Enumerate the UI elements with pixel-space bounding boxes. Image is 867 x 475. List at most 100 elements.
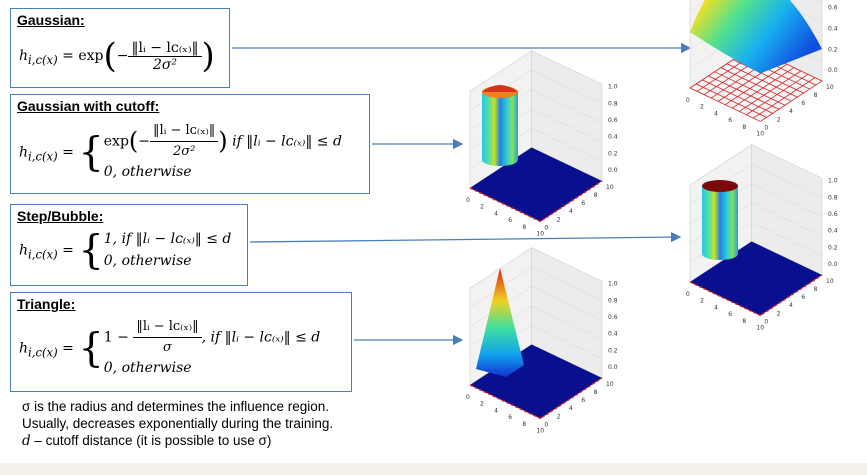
note-sigma: σ is the radius and determines the influ… — [22, 399, 330, 414]
gaussian-ytick-0: 0 — [764, 124, 768, 131]
gaussian-floor-grid-u6 — [732, 67, 795, 109]
triangle-panel: Triangle: hi,c(x) = { 1 − ‖lᵢ − lᴄ₍ₓ₎‖ σ,… — [10, 292, 352, 392]
gaussian-xtick-2: 4 — [714, 110, 718, 117]
gaussian-cutoff-title: Gaussian with cutoff: — [17, 98, 160, 114]
bottom-bar — [0, 463, 867, 475]
triangle-ztick-2: 0.4 — [608, 331, 618, 338]
bubble-ytick-5: 10 — [826, 278, 834, 285]
gaussian-floor-grid-v5 — [720, 67, 792, 102]
gaussian-cutoff-cylinder-base — [482, 154, 518, 166]
bubble-xtick-0: 0 — [686, 291, 690, 298]
triangle-grid-r1 — [531, 324, 603, 359]
bubble-cylinder-side — [702, 186, 738, 254]
gaussian-cutoff-ztick-2: 0.4 — [608, 134, 618, 141]
gaussian-cutoff-xtick-1: 2 — [480, 204, 484, 211]
gaussian-cutoff-ztick-3: 0.6 — [608, 117, 618, 124]
gaussian-xtick-5: 10 — [756, 130, 764, 137]
note-decrease: Usually, decreases exponentially during … — [22, 416, 334, 431]
gaussian-xtick-1: 2 — [700, 104, 704, 111]
gaussian-cutoff-grid-r2 — [531, 108, 603, 143]
triangle-grid-r4 — [531, 266, 603, 301]
triangle-ytick-2: 4 — [569, 405, 573, 412]
gaussian-cutoff-ztick-4: 0.8 — [608, 100, 618, 107]
bubble-floor-edge — [689, 274, 823, 317]
arrow-2 — [249, 231, 682, 243]
triangle-ytick-5: 10 — [606, 381, 614, 388]
bubble-grid-r1 — [751, 221, 823, 256]
bubble-ztick-1: 0.2 — [828, 244, 838, 251]
gaussian-xtick-0: 0 — [686, 97, 690, 104]
triangle-grid-r3 — [531, 286, 603, 321]
gaussian-floor-grid-u9 — [753, 77, 816, 119]
gaussian-cutoff-panel: Gaussian with cutoff: hi,c(x) = { exp(− ‖… — [10, 94, 370, 194]
bubble-xtick-2: 4 — [714, 304, 718, 311]
triangle-ztick-4: 0.8 — [608, 297, 618, 304]
triangle-xtick-2: 4 — [494, 407, 498, 414]
gaussian-title: Gaussian: — [17, 12, 85, 28]
bubble-xtick-5: 10 — [756, 324, 764, 331]
gaussian-ztick-0: 0.0 — [828, 67, 838, 74]
triangle-ytick-4: 8 — [594, 389, 598, 396]
gaussian-cutoff-ztick-1: 0.2 — [608, 150, 618, 157]
gaussian-floor-grid-v6 — [726, 63, 798, 98]
gaussian-cutoff-floor-edge — [469, 180, 603, 223]
gaussian-floor-grid-u7 — [739, 70, 802, 112]
triangle-xtick-5: 10 — [536, 427, 544, 434]
gaussian-cutoff-ytick-2: 4 — [569, 208, 573, 215]
triangle-xtick-0: 0 — [466, 394, 470, 401]
bubble-ytick-0: 0 — [764, 318, 768, 325]
gaussian-ytick-2: 4 — [789, 108, 793, 115]
gaussian-cutoff-formula: hi,c(x) = { exp(− ‖lᵢ − lᴄ₍ₓ₎‖ 2σ²) if ‖lᵢ… — [19, 123, 342, 181]
gaussian-ztick-2: 0.4 — [828, 25, 838, 32]
gaussian-cutoff-cylinder-side — [482, 92, 518, 160]
triangle-ztick-3: 0.6 — [608, 314, 618, 321]
gaussian-cutoff-grid-r3 — [531, 89, 603, 124]
triangle-ztick-0: 0.0 — [608, 364, 618, 371]
gaussian-grid-l4 — [689, 0, 707, 11]
bubble-ztick-5: 1.0 — [828, 178, 838, 185]
gaussian-panel: Gaussian: hi,c(x) = exp(− ‖lᵢ − lᴄ₍ₓ₎‖ 2σ²… — [10, 8, 230, 88]
gaussian-cutoff-ytick-4: 8 — [594, 192, 598, 199]
bubble-ztick-0: 0.0 — [828, 261, 838, 268]
gaussian-floor-grid-u8 — [746, 73, 809, 116]
bubble-title: Step/Bubble: — [17, 208, 104, 224]
gaussian-cutoff-grid-r4 — [531, 69, 603, 104]
triangle-ytick-3: 6 — [581, 397, 585, 404]
gaussian-ytick-1: 2 — [777, 116, 781, 123]
gaussian-xtick-4: 8 — [742, 124, 746, 131]
gaussian-formula: hi,c(x) = exp(− ‖lᵢ − lᴄ₍ₓ₎‖ 2σ²) — [19, 36, 215, 76]
bubble-grid-r2 — [751, 202, 823, 237]
gaussian-cutoff-xtick-0: 0 — [466, 197, 470, 204]
bubble-ytick-3: 6 — [801, 294, 805, 301]
triangle-ztick-1: 0.2 — [608, 347, 618, 354]
gaussian-cutoff-grid-r1 — [531, 127, 603, 162]
gaussian-cutoff-xtick-3: 6 — [508, 217, 512, 224]
triangle-xtick-4: 8 — [522, 421, 526, 428]
bubble-ytick-2: 4 — [789, 302, 793, 309]
triangle-xtick-1: 2 — [480, 401, 484, 408]
gaussian-surface — [690, 0, 822, 74]
bubble-ztick-4: 0.8 — [828, 194, 838, 201]
triangle-grid-r2 — [531, 305, 603, 340]
triangle-xtick-3: 6 — [508, 414, 512, 421]
gaussian-cutoff-xtick-2: 4 — [494, 210, 498, 217]
triangle-formula: hi,c(x) = { 1 − ‖lᵢ − lᴄ₍ₓ₎‖ σ, if ‖lᵢ − … — [19, 319, 321, 377]
gaussian-cutoff-ytick-3: 6 — [581, 200, 585, 207]
notes: σ is the radius and determines the influ… — [22, 398, 333, 450]
bubble-grid-r3 — [751, 183, 823, 218]
gaussian-ztick-3: 0.6 — [828, 4, 838, 11]
gaussian-cutoff-ytick-1: 2 — [557, 216, 561, 223]
triangle-cone — [476, 268, 524, 377]
gaussian-floor-grid-u10 — [760, 80, 823, 122]
note-cutoff: d – cutoff distance (it is possible to u… — [22, 433, 272, 449]
bubble-xtick-4: 8 — [742, 318, 746, 325]
gaussian-cutoff-ztick-0: 0.0 — [608, 167, 618, 174]
gaussian-ytick-5: 10 — [826, 84, 834, 91]
gaussian-cutoff-xtick-4: 8 — [522, 224, 526, 231]
bubble-cylinder-base — [702, 248, 738, 260]
bubble-ztick-3: 0.6 — [828, 211, 838, 218]
gaussian-ztick-1: 0.2 — [828, 46, 838, 53]
